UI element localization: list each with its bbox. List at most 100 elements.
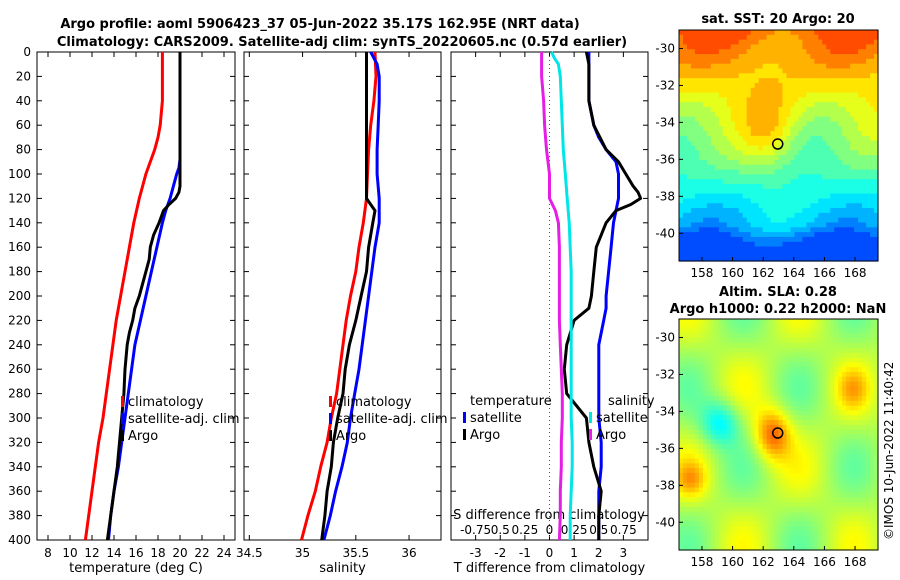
sst-map-cell [858, 107, 863, 113]
sst-map-cell [690, 54, 696, 60]
sst-map-cell [686, 121, 692, 127]
sla-map-cell [778, 347, 784, 354]
sla-map-cell [778, 415, 784, 421]
sst-map-cell [734, 145, 740, 151]
sla-map-cell [706, 473, 712, 479]
sst-map-cell [830, 39, 835, 46]
sst-map-cell [786, 164, 792, 171]
sst-map-cell [870, 236, 875, 243]
sst-map-cell [858, 241, 863, 248]
sst-map-cell [734, 39, 740, 46]
sla-map-cell [706, 391, 712, 397]
sla-map-cell [742, 497, 748, 503]
sla-map-cell [842, 434, 847, 440]
sla-map-cell [770, 482, 776, 489]
sst-map-cell [818, 121, 823, 127]
sla-map-cell [842, 381, 847, 387]
sla-map-cell [710, 473, 716, 479]
sla-map-cell [850, 386, 855, 392]
sla-map-cell [862, 362, 867, 368]
sla-map-cell [826, 487, 831, 493]
sst-map-cell [698, 188, 704, 195]
sst-map-cell [762, 222, 768, 228]
sst-map-cell [762, 208, 768, 214]
sla-map-cell [726, 439, 732, 445]
sst-map-cell [778, 78, 784, 84]
sla-map-cell [766, 333, 772, 339]
sst-map-cell [782, 159, 788, 166]
sla-map-cell [734, 323, 740, 330]
sla-map-cell [706, 506, 712, 513]
sla-map-cell [822, 434, 827, 440]
sst-map-cell [830, 150, 835, 156]
sla-map-cell [679, 323, 684, 330]
sst-map-cell [854, 78, 859, 84]
sla-map-cell [866, 521, 871, 527]
sla-map-cell [698, 482, 704, 489]
sst-map-cell [746, 54, 752, 60]
sst-map-cell [750, 256, 756, 262]
sla-map-cell [770, 525, 776, 532]
sla-map-cell [834, 530, 839, 537]
sla-map-cell [690, 362, 696, 368]
sla-map-cell [862, 439, 867, 445]
sla-map-cell [718, 362, 724, 368]
sla-map-cell [850, 410, 855, 416]
sla-map-cell [722, 323, 728, 330]
sst-map-cell [838, 102, 843, 108]
sst-map-cell [802, 78, 807, 84]
sst-map-cell [826, 169, 831, 175]
sla-map-cell [830, 328, 835, 335]
sla-map-cell [854, 501, 859, 508]
sla-map-cell [686, 362, 692, 368]
sst-map-cell [734, 97, 740, 103]
sla-map-cell [814, 424, 819, 431]
sst-map-cell [834, 227, 839, 233]
sla-map-cell [714, 420, 720, 426]
sst-map-cell [754, 63, 760, 70]
sla-map-cell [826, 319, 831, 325]
sla-map-cell [786, 468, 792, 474]
sst-map-cell [766, 222, 772, 228]
sst-map-cell [734, 131, 740, 137]
sst-map-cell [682, 241, 688, 248]
sst-map-cell [718, 184, 724, 190]
sst-map-cell [682, 102, 688, 108]
sst-map-cell [710, 107, 716, 113]
sst-map-cell [770, 78, 776, 84]
sst-map-cell [874, 73, 879, 79]
sla-map-cell [706, 511, 712, 517]
sla-map-cell [858, 525, 863, 532]
sla-map-cell [822, 439, 827, 445]
sst-map-cell [679, 155, 684, 161]
sst-map-cell [702, 78, 708, 84]
sst-map-cell [726, 145, 732, 151]
sst-map-cell [722, 34, 728, 41]
sst-map-cell [842, 198, 847, 204]
sst-map-cell [730, 198, 736, 204]
sla-map-cell [738, 497, 744, 503]
sst-map-cell [698, 58, 704, 65]
sst-map-cell [850, 159, 855, 166]
sst-map-cell [790, 116, 796, 123]
sla-map-cell [786, 511, 792, 517]
sla-map-cell [798, 357, 803, 363]
sst-map-cell [706, 193, 712, 200]
sst-map-cell [822, 140, 827, 147]
sla-map-cell [850, 420, 855, 426]
sst-map-cell [842, 82, 847, 89]
sst-map-cell [690, 82, 696, 89]
sst-map-ytick-label: -34 [655, 115, 675, 129]
sst-map-cell [858, 121, 863, 127]
sla-map-cell [846, 391, 851, 397]
difference-line-salinity-argo [540, 52, 564, 541]
sst-map-cell [679, 232, 684, 238]
sla-map-cell [858, 511, 863, 517]
sst-map-cell [810, 82, 815, 89]
sla-map-cell [706, 434, 712, 440]
sst-map-cell [850, 87, 855, 94]
sla-map-cell [750, 482, 756, 489]
sst-map-cell [714, 30, 720, 36]
sst-map-cell [718, 236, 724, 243]
sst-map-cell [850, 97, 855, 103]
